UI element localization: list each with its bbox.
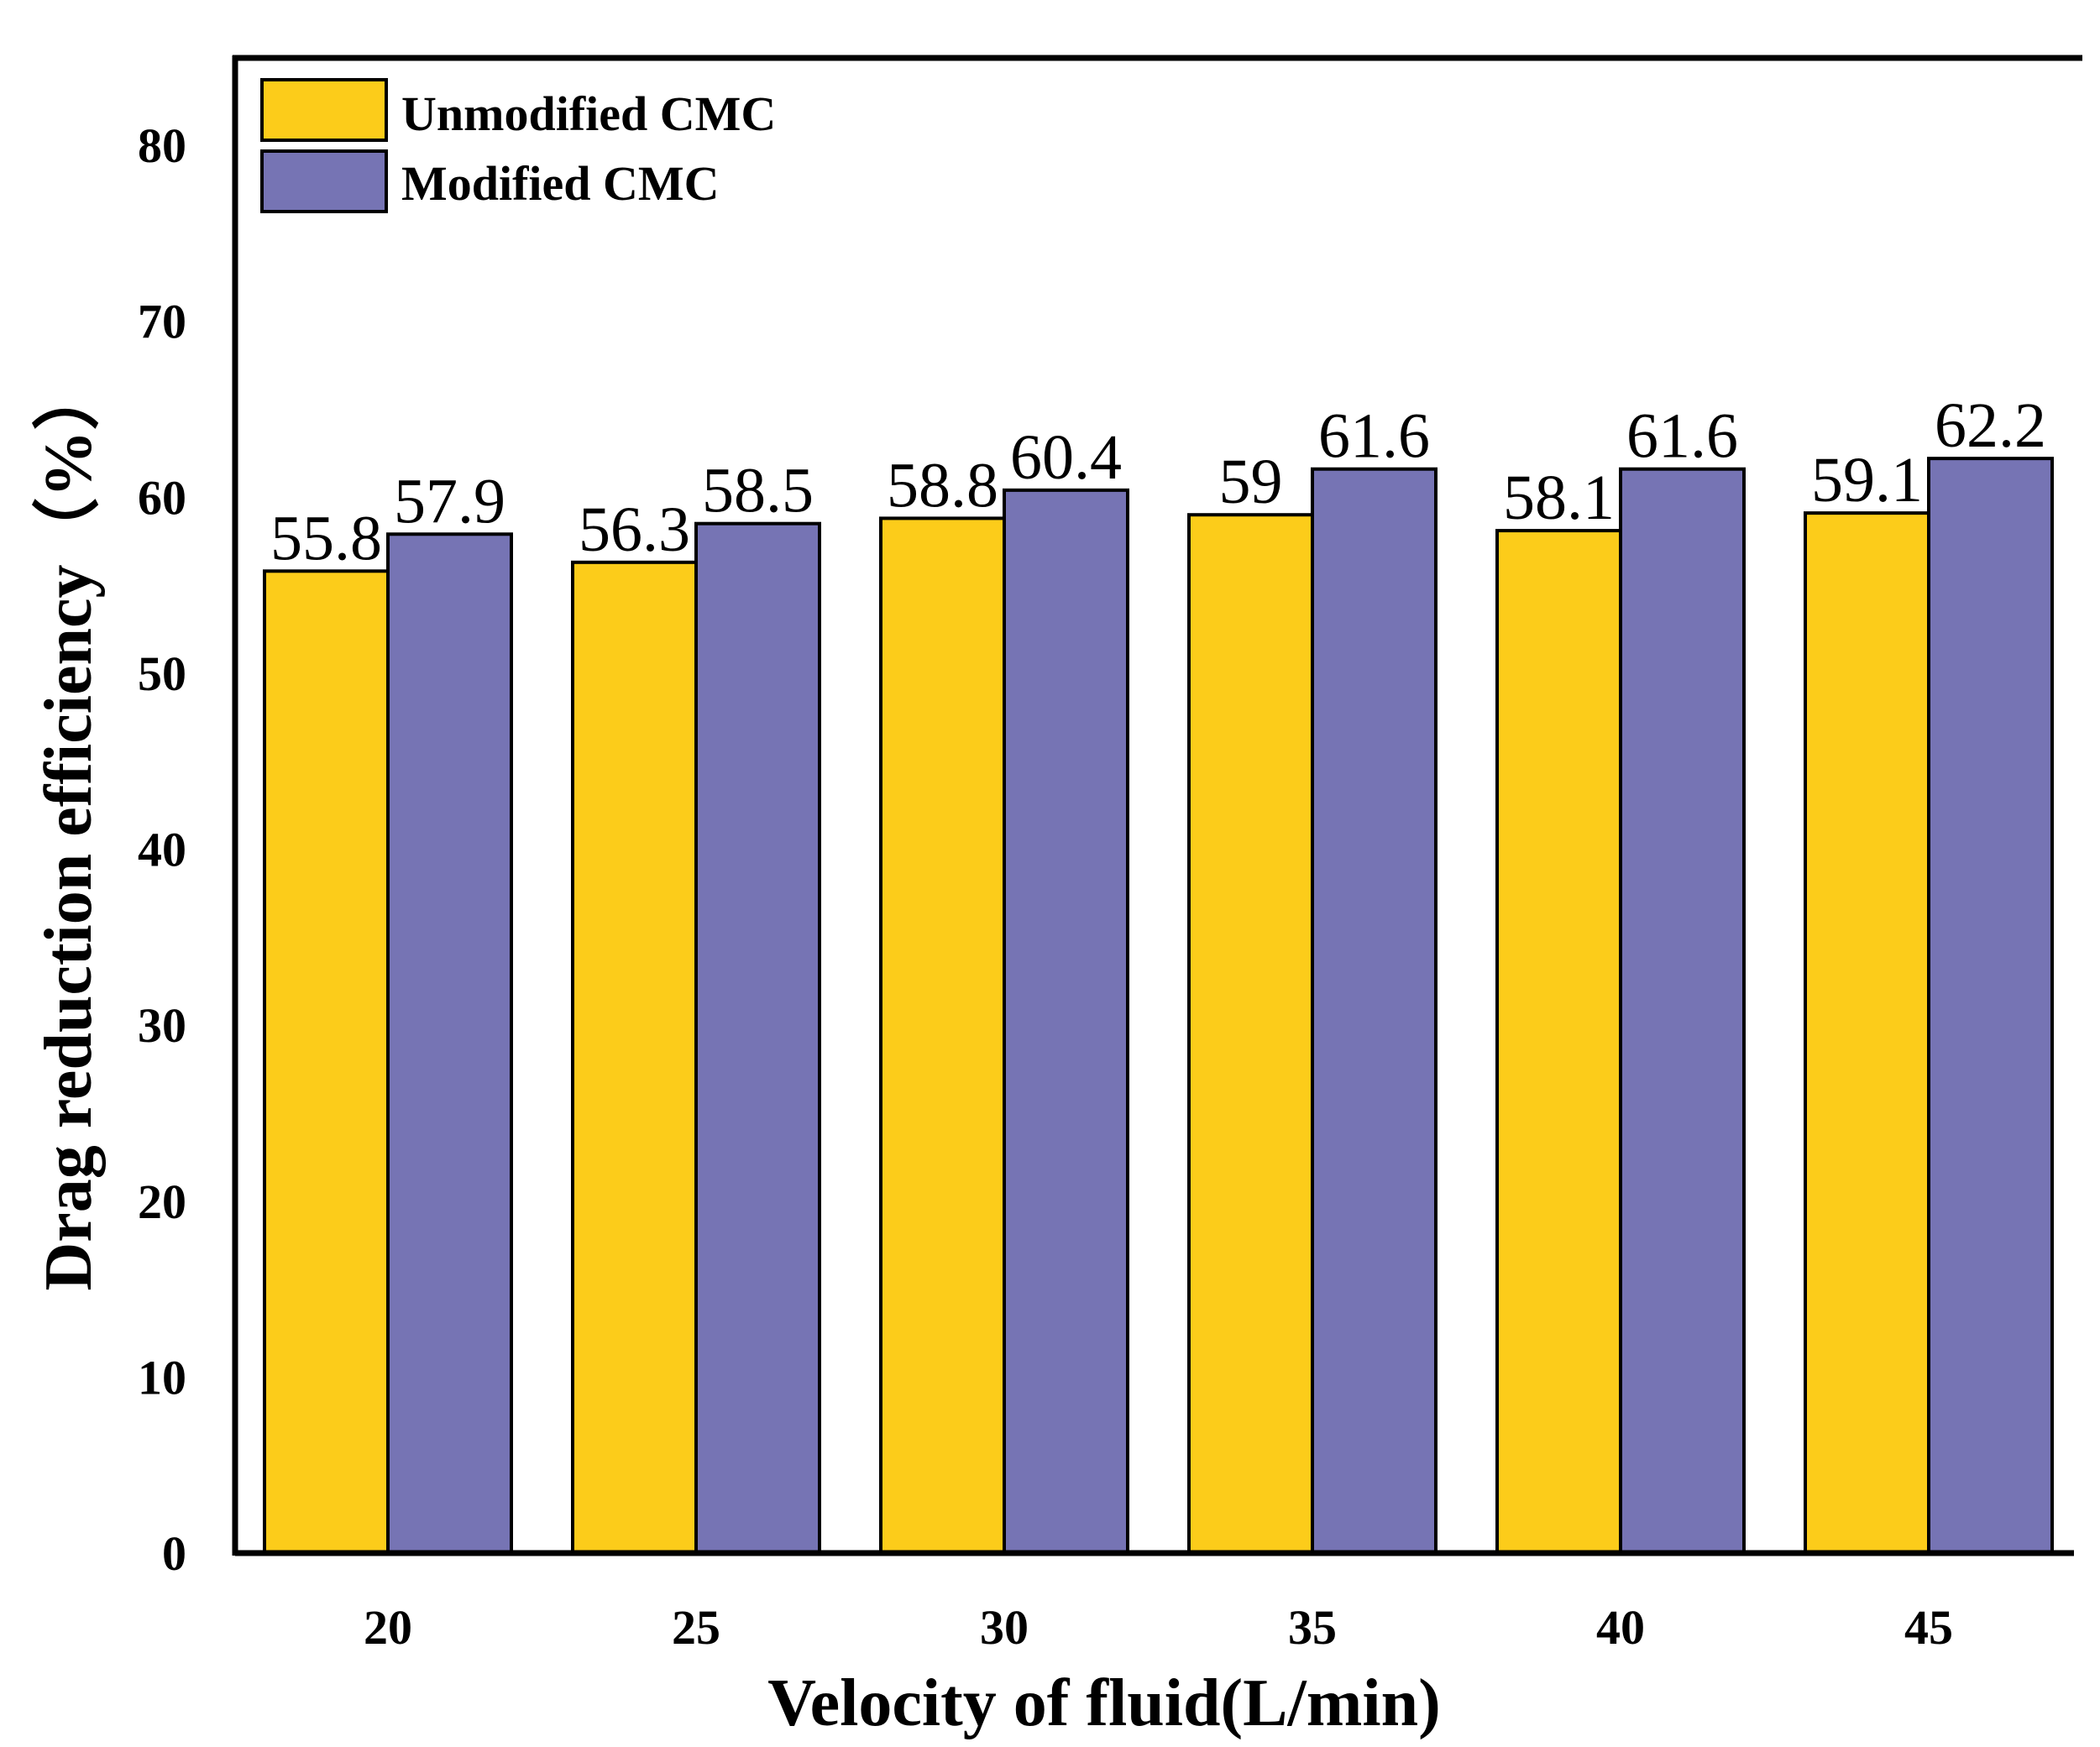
x-tick-label-40: 40 [1596, 1600, 1645, 1655]
data-label-modified-40: 61.6 [1626, 401, 1738, 472]
data-label-modified-25: 58.5 [702, 456, 814, 526]
bar-modified-20 [386, 532, 513, 1555]
bar-unmodified-40 [1495, 529, 1622, 1555]
bar-modified-30 [1003, 488, 1129, 1555]
x-tick-label-25: 25 [672, 1600, 720, 1655]
y-tick-label-0: 0 [162, 1526, 186, 1581]
data-label-unmodified-25: 56.3 [579, 494, 690, 565]
y-tick-label-10: 10 [138, 1350, 186, 1404]
data-label-unmodified-45: 59.1 [1811, 445, 1923, 515]
data-label-modified-30: 60.4 [1010, 422, 1122, 493]
bar-modified-25 [694, 521, 821, 1555]
y-tick-label-20: 20 [138, 1174, 186, 1229]
x-tick-label-20: 20 [364, 1600, 412, 1655]
legend-label-unmodified: Unmodified CMC [401, 86, 776, 141]
data-label-unmodified-20: 55.8 [270, 503, 382, 573]
bar-unmodified-30 [879, 516, 1006, 1555]
bar-unmodified-25 [571, 560, 698, 1555]
bars-layer [263, 457, 2054, 1556]
data-label-unmodified-30: 58.8 [887, 450, 998, 520]
data-label-modified-35: 61.6 [1318, 401, 1430, 472]
bar-unmodified-45 [1804, 511, 1930, 1556]
y-axis-title: Drag reduction efficiency（%） [32, 364, 106, 1291]
y-tick-label-70: 70 [138, 295, 186, 349]
bar-modified-45 [1927, 457, 2054, 1556]
data-labels-layer: 55.857.9 56.358.5 58.8 60.4 5961.658.161.659… [270, 390, 2046, 573]
x-tick-label-35: 35 [1288, 1600, 1337, 1655]
x-tick-labels: 20 25 30 35 40 45 [364, 1600, 1953, 1655]
legend-swatch-unmodified [260, 78, 388, 142]
legend: Unmodified CMC Modified CMC [260, 78, 776, 213]
y-tick-label-30: 30 [138, 998, 186, 1053]
y-tick-labels: 0 10 20 30 40 50 60 70 80 [138, 118, 186, 1581]
legend-swatch-modified [260, 149, 388, 213]
data-label-unmodified-40: 58.1 [1503, 463, 1615, 533]
x-tick-label-45: 45 [1904, 1600, 1953, 1655]
bar-modified-35 [1311, 467, 1438, 1556]
legend-label-modified: Modified CMC [401, 156, 720, 211]
x-axis-title: Velocity of fluid(L/min) [767, 1666, 1440, 1740]
data-label-modified-20: 57.9 [394, 466, 505, 536]
data-label-unmodified-35: 59 [1219, 447, 1283, 517]
y-tick-label-80: 80 [138, 118, 186, 173]
bar-unmodified-35 [1187, 513, 1314, 1555]
data-label-modified-45: 62.2 [1935, 390, 2046, 461]
y-tick-label-50: 50 [138, 646, 186, 701]
bar-modified-40 [1619, 467, 1746, 1556]
y-tick-label-40: 40 [138, 823, 186, 877]
axes-layer [232, 55, 2082, 1556]
x-tick-label-30: 30 [980, 1600, 1029, 1655]
y-tick-label-60: 60 [138, 470, 186, 525]
bar-unmodified-20 [263, 569, 390, 1555]
